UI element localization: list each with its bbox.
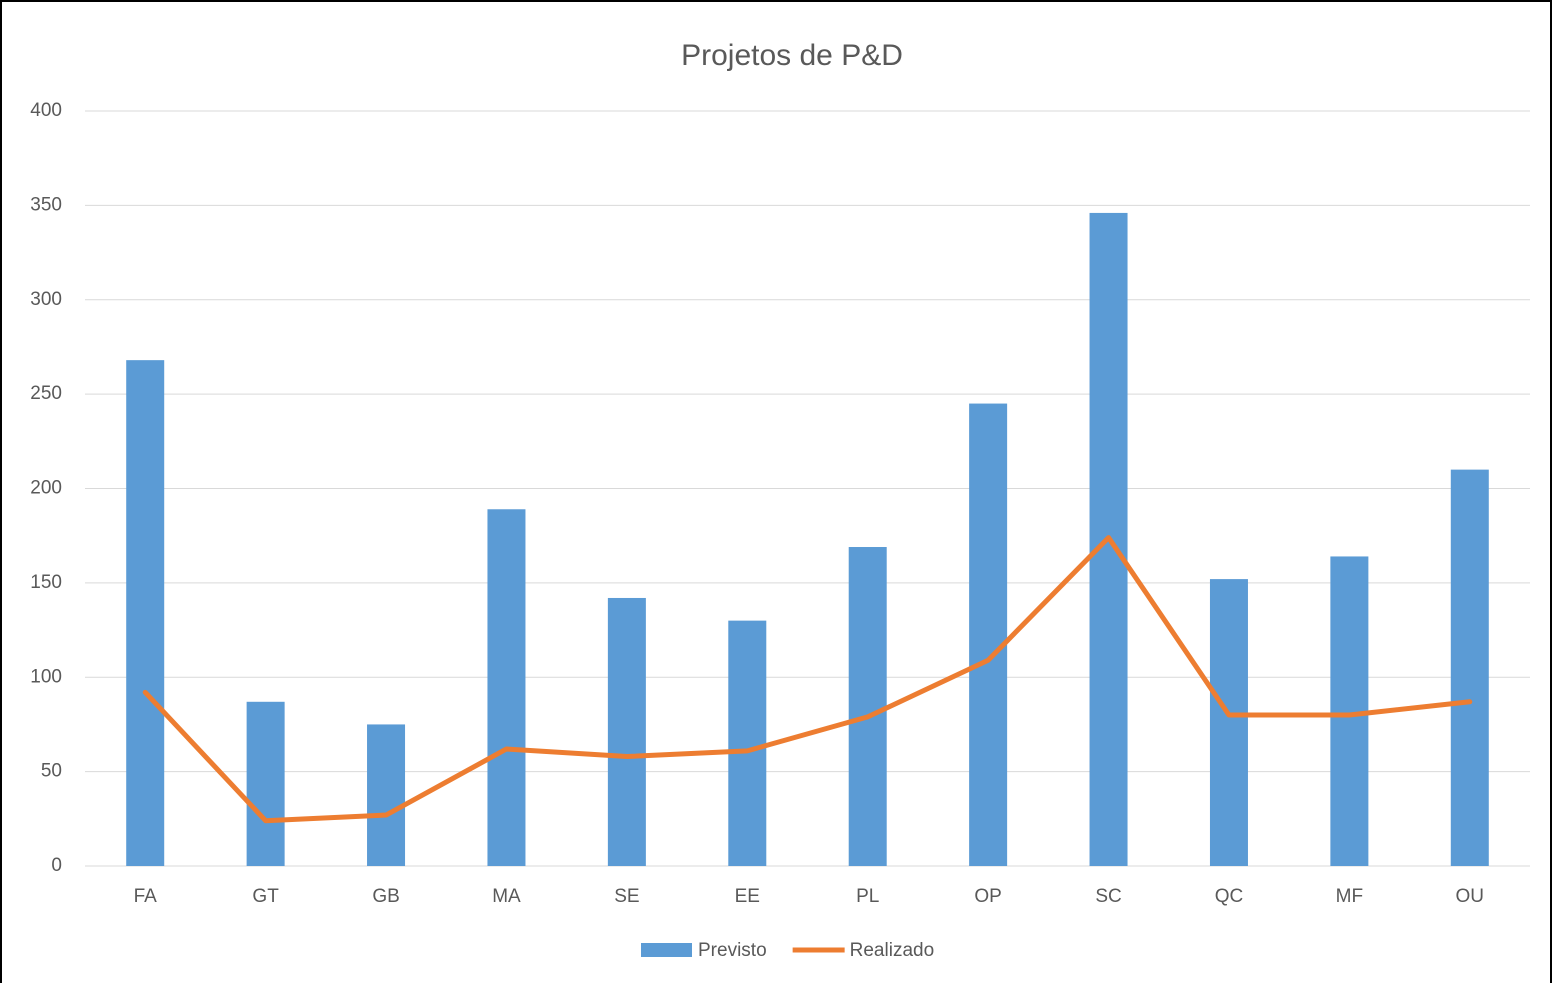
y-tick-label: 250 bbox=[30, 383, 62, 404]
y-tick-label: 50 bbox=[41, 761, 62, 782]
x-tick-label: OP bbox=[974, 886, 1001, 907]
bar bbox=[848, 547, 887, 866]
bar bbox=[607, 597, 646, 866]
legend-label: Realizado bbox=[850, 940, 935, 961]
bar bbox=[1450, 469, 1489, 866]
x-tick-label: QC bbox=[1215, 886, 1244, 907]
y-tick-label: 300 bbox=[30, 289, 62, 310]
x-tick-label: PL bbox=[856, 886, 879, 907]
y-tick-label: 0 bbox=[51, 855, 62, 876]
legend-swatch bbox=[641, 943, 692, 957]
x-tick-label: MF bbox=[1336, 886, 1363, 907]
legend-label: Previsto bbox=[698, 940, 767, 961]
bar bbox=[969, 403, 1008, 866]
x-tick-label: SE bbox=[614, 886, 639, 907]
chart-title: Projetos de P&D bbox=[681, 39, 903, 72]
y-tick-label: 350 bbox=[30, 194, 62, 215]
y-tick-label: 200 bbox=[30, 478, 62, 499]
y-tick-label: 100 bbox=[30, 666, 62, 687]
x-tick-label: OU bbox=[1456, 886, 1485, 907]
y-tick-label: 400 bbox=[30, 100, 62, 121]
x-tick-label: FA bbox=[134, 886, 158, 907]
y-tick-label: 150 bbox=[30, 572, 62, 593]
line bbox=[142, 535, 1473, 824]
x-tick-label: GB bbox=[372, 886, 399, 907]
bar bbox=[367, 724, 406, 866]
x-tick-label: MA bbox=[492, 886, 521, 907]
bar bbox=[1209, 579, 1248, 866]
bar bbox=[487, 509, 526, 866]
x-tick-label: GT bbox=[252, 886, 279, 907]
bar bbox=[728, 620, 767, 866]
x-tick-label: EE bbox=[735, 886, 760, 907]
bar bbox=[246, 701, 285, 866]
x-tick-label: SC bbox=[1095, 886, 1121, 907]
bar bbox=[126, 360, 165, 866]
